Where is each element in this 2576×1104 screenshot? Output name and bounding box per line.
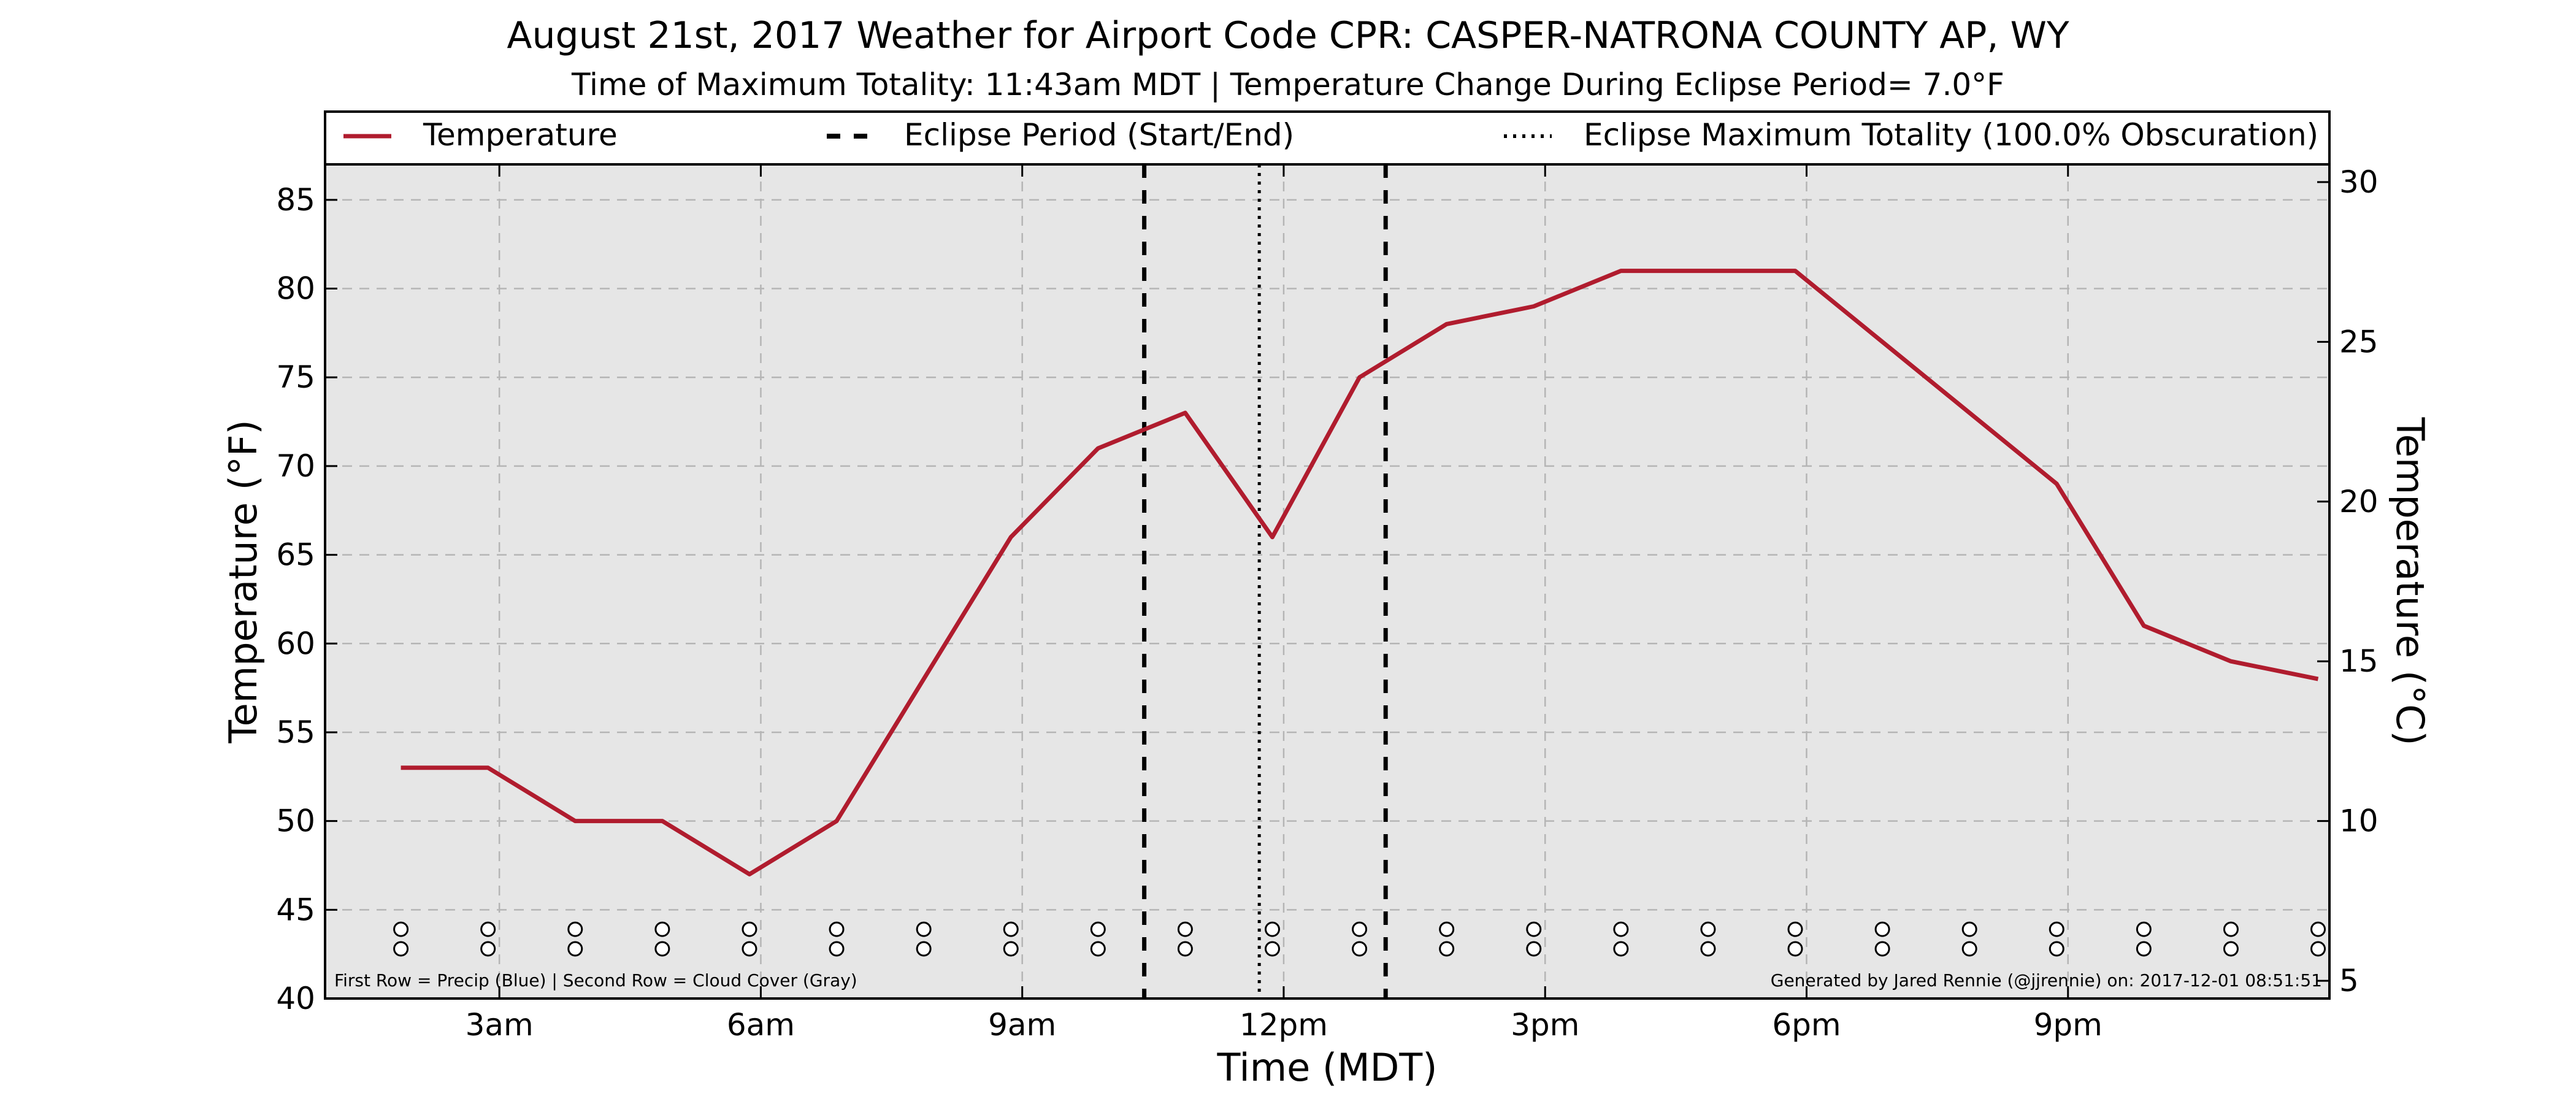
legend-label-temperature: Temperature [423, 117, 618, 153]
cloud-cover-marker [742, 941, 757, 957]
x-tick-label: 3pm [1511, 1007, 1579, 1043]
precip-marker [1177, 921, 1193, 937]
precip-marker [1700, 921, 1716, 937]
y-tick-label: 75 [276, 359, 315, 395]
legend: Temperature Eclipse Period (Start/End) E… [343, 117, 2318, 153]
precip-marker [1613, 921, 1629, 937]
legend-label-eclipse-period: Eclipse Period (Start/End) [904, 117, 1294, 153]
annotation-right: Generated by Jared Rennie (@jjrennie) on… [1771, 970, 2322, 991]
cloud-cover-marker [480, 941, 496, 957]
y-tick-label: 70 [276, 448, 315, 484]
precip-marker [2310, 921, 2326, 937]
chart-subtitle: Time of Maximum Totality: 11:43am MDT | … [571, 67, 2004, 102]
cloud-cover-marker [2136, 941, 2152, 957]
cloud-cover-marker [1177, 941, 1193, 957]
x-tick-label: 9pm [2034, 1007, 2103, 1043]
cloud-cover-marker [1352, 941, 1368, 957]
cloud-cover-marker [2223, 941, 2239, 957]
annotation-left: First Row = Precip (Blue) | Second Row =… [334, 970, 857, 991]
cloud-cover-marker [1003, 941, 1019, 957]
cloud-cover-marker [1264, 941, 1280, 957]
x-tick-label: 9am [988, 1007, 1056, 1043]
precip-marker [1526, 921, 1542, 937]
chart-title: August 21st, 2017 Weather for Airport Co… [507, 14, 2069, 57]
precip-marker [1787, 921, 1803, 937]
y2-tick-label: 25 [2339, 324, 2379, 359]
y-tick-label: 50 [276, 803, 315, 839]
y-tick-label: 55 [276, 715, 315, 750]
x-tick-label: 6pm [1772, 1007, 1841, 1043]
cloud-cover-marker [2049, 941, 2064, 957]
legend-box [324, 110, 2331, 166]
precip-marker [654, 921, 670, 937]
precip-marker [480, 921, 496, 937]
precip-marker [1874, 921, 1890, 937]
y-tick-label: 60 [276, 626, 315, 661]
cloud-cover-marker [1090, 941, 1106, 957]
eclipse-lines [1142, 164, 1388, 999]
y-tick-label: 45 [276, 892, 315, 927]
precip-marker [1352, 921, 1368, 937]
y-axis-title: Temperature (°F) [221, 420, 266, 743]
plot-area [325, 164, 2329, 999]
y2-tick-label: 10 [2339, 803, 2379, 839]
cloud-cover-marker [654, 941, 670, 957]
precip-marker [1439, 921, 1455, 937]
x-axis-title: Time (MDT) [1217, 1045, 1438, 1090]
y2-tick-label: 15 [2339, 643, 2379, 679]
legend-label-eclipse-max: Eclipse Maximum Totality (100.0% Obscura… [1584, 117, 2318, 153]
cloud-cover-marker [1613, 941, 1629, 957]
axes: 40 45 50 55 60 65 70 75 80 85 5 10 15 20 25 30 3am 6am 9am… [276, 164, 2378, 1043]
cloud-cover-marker [916, 941, 932, 957]
precip-marker [567, 921, 583, 937]
cloud-cover-marker [1787, 941, 1803, 957]
precip-marker [2049, 921, 2064, 937]
cloud-cover-marker [1874, 941, 1890, 957]
y2-axis-title: Temperature (°C) [2388, 416, 2432, 745]
temperature-series [401, 269, 2319, 876]
cloud-cover-marker [1700, 941, 1716, 957]
precip-marker [1264, 921, 1280, 937]
precip-marker [393, 921, 409, 937]
precip-marker [1090, 921, 1106, 937]
precip-marker [2136, 921, 2152, 937]
cloud-cover-marker [1439, 941, 1455, 957]
cloud-cover-marker [1526, 941, 1542, 957]
precip-marker [742, 921, 757, 937]
precip-marker [2223, 921, 2239, 937]
y-tick-label: 85 [276, 182, 315, 218]
x-tick-label: 12pm [1240, 1007, 1328, 1043]
y2-tick-label: 5 [2339, 963, 2359, 999]
precip-marker [916, 921, 932, 937]
cloud-cover-marker [567, 941, 583, 957]
y-tick-label: 65 [276, 537, 315, 573]
y-tick-label: 80 [276, 271, 315, 307]
precip-marker [829, 921, 845, 937]
grid-lines [325, 164, 2329, 999]
marker-rows [393, 921, 2326, 957]
precip-marker [1961, 921, 1977, 937]
precip-marker [1003, 921, 1019, 937]
y2-tick-label: 30 [2339, 164, 2379, 200]
cloud-cover-marker [2310, 941, 2326, 957]
cloud-cover-marker [393, 941, 409, 957]
temperature-line [401, 269, 2319, 876]
cloud-cover-marker [1961, 941, 1977, 957]
y-tick-label: 40 [276, 981, 315, 1016]
cloud-cover-marker [829, 941, 845, 957]
x-tick-label: 3am [466, 1007, 534, 1043]
x-tick-label: 6am [727, 1007, 795, 1043]
y2-tick-label: 20 [2339, 484, 2379, 519]
